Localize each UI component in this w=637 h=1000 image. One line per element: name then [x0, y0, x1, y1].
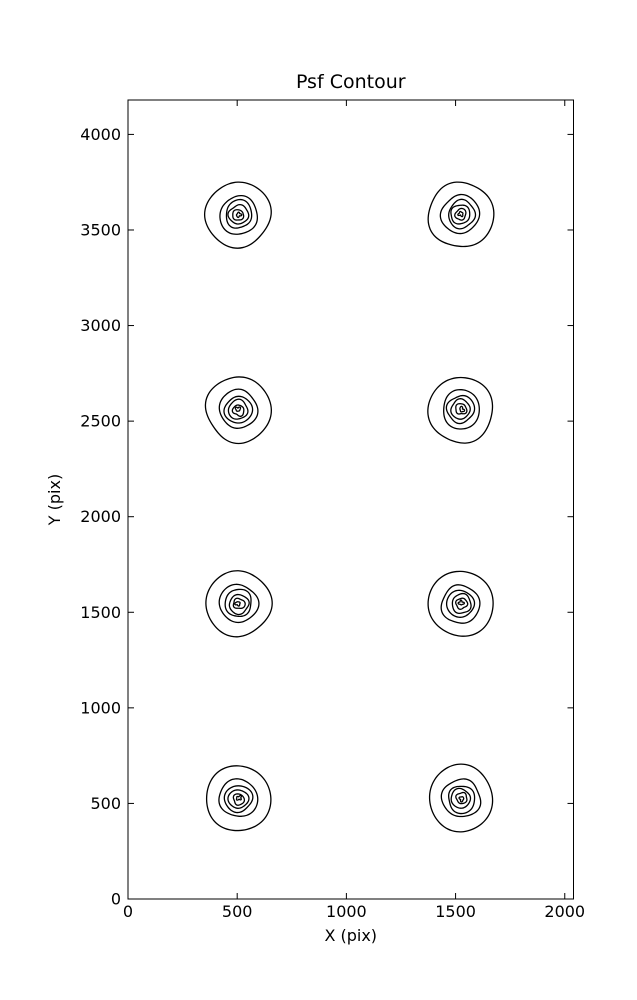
- x-axis-label: X (pix): [324, 926, 377, 945]
- psf-source-contours: [427, 570, 494, 637]
- y-tick-label: 500: [90, 794, 121, 813]
- contour-ring: [232, 793, 246, 806]
- contour-ring: [232, 597, 246, 609]
- contour-lines: [203, 181, 495, 833]
- contour-ring: [224, 588, 252, 618]
- y-tick-label: 3000: [80, 316, 121, 335]
- psf-source-contours: [205, 570, 273, 638]
- contour-ring: [450, 204, 471, 225]
- contour-ring: [227, 789, 250, 809]
- contour-ring: [203, 181, 272, 249]
- contour-ring: [445, 394, 476, 425]
- contour-ring: [455, 403, 468, 415]
- x-tick-label: 0: [123, 902, 133, 921]
- contour-ring: [223, 785, 254, 814]
- contour-ring: [448, 198, 477, 230]
- contour-ring: [204, 376, 272, 445]
- contour-ring: [227, 203, 250, 225]
- contour-ring: [440, 584, 481, 624]
- contour-ring: [459, 405, 466, 413]
- y-tick-label: 2000: [80, 507, 121, 526]
- axis-tick-labels: 0 500 1000 1500 2000 0 500 1000 1500 2000 2500 3000…: [80, 125, 585, 921]
- psf-source-contours: [427, 376, 494, 444]
- x-tick-label: 500: [222, 902, 253, 921]
- contour-ring: [451, 592, 472, 615]
- contour-ring: [457, 210, 464, 218]
- contour-ring: [439, 193, 481, 235]
- contour-ring: [218, 388, 259, 429]
- y-axis-label: Y (pix): [45, 474, 64, 526]
- y-tick-label: 4000: [80, 125, 121, 144]
- contour-ring: [223, 395, 254, 424]
- contour-ring: [457, 599, 466, 606]
- contour-ring: [443, 389, 480, 430]
- contour-ring: [225, 198, 253, 229]
- psf-source-contours: [428, 763, 494, 833]
- psf-source-contours: [205, 765, 272, 832]
- contour-ring: [205, 570, 273, 638]
- psf-source-contours: [427, 181, 495, 248]
- y-tick-label: 2500: [80, 412, 121, 431]
- contour-ring: [219, 194, 259, 235]
- contour-ring: [234, 601, 241, 607]
- contour-ring: [218, 583, 260, 624]
- contour-ring: [454, 207, 467, 221]
- x-tick-label: 1000: [326, 902, 367, 921]
- contour-ring: [232, 209, 245, 221]
- contour-ring: [448, 785, 476, 815]
- axis-ticks: [127, 100, 574, 900]
- contour-ring: [445, 589, 476, 618]
- contour-ring: [205, 765, 272, 832]
- psf-source-contours: [203, 181, 272, 249]
- contour-ring: [227, 398, 249, 420]
- x-tick-label: 2000: [544, 902, 585, 921]
- y-tick-label: 1500: [80, 603, 121, 622]
- contour-ring: [455, 597, 469, 610]
- contour-ring: [427, 376, 494, 444]
- contour-ring: [234, 406, 242, 412]
- contour-ring: [458, 796, 465, 803]
- contour-ring: [455, 791, 468, 805]
- contour-ring: [450, 398, 471, 420]
- contour-ring: [235, 211, 243, 219]
- contour-ring: [427, 181, 495, 248]
- y-tick-label: 1000: [80, 698, 121, 717]
- psf-source-contours: [204, 376, 272, 445]
- contour-ring: [218, 778, 259, 817]
- contour-ring: [428, 763, 494, 833]
- contour-ring: [228, 593, 250, 616]
- contour-ring: [440, 778, 482, 818]
- contour-ring: [231, 404, 245, 417]
- plot-title: Psf Contour: [296, 71, 406, 93]
- contour-ring: [427, 570, 494, 637]
- x-tick-label: 1500: [435, 902, 476, 921]
- y-tick-label: 0: [111, 890, 121, 909]
- contour-ring: [450, 787, 472, 809]
- plot-frame: [127, 99, 574, 900]
- y-tick-label: 3500: [80, 220, 121, 239]
- contour-ring: [235, 794, 243, 801]
